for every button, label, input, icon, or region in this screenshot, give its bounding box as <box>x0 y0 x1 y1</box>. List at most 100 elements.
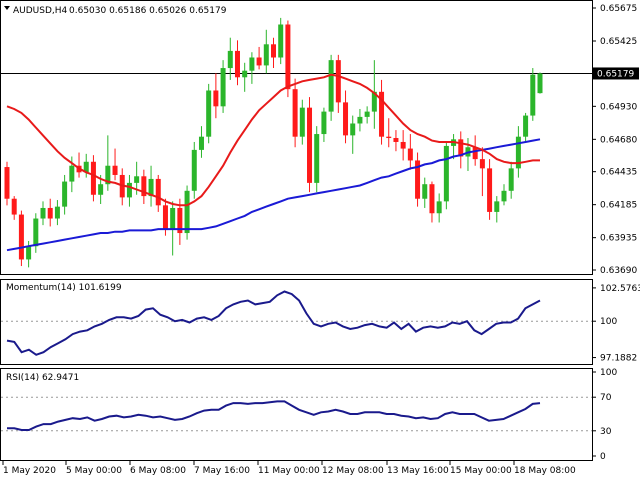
candle-body <box>537 73 543 94</box>
candle-body <box>184 190 190 234</box>
price-tick-label: 0.63935 <box>600 234 637 244</box>
candle-body <box>508 168 514 191</box>
candle-body <box>422 184 428 199</box>
candle-body <box>227 50 233 69</box>
candle-body <box>299 107 305 137</box>
candle-body <box>379 91 385 137</box>
rsi-tick-label: 100 <box>600 368 617 378</box>
ohlc-label: 0.65030 0.65186 0.65026 0.65179 <box>69 6 227 16</box>
candle-body <box>487 168 493 212</box>
overlays <box>6 73 541 431</box>
time-tick-label: 6 May 08:00 <box>130 466 186 476</box>
price-tick-label: 0.65675 <box>600 4 637 14</box>
candle-body <box>170 207 176 230</box>
price-tick-label: 0.64185 <box>600 201 637 211</box>
candle-body <box>40 207 46 219</box>
candle-body <box>18 214 24 260</box>
candle-body <box>321 111 327 135</box>
time-tick-label: 13 May 16:00 <box>387 466 449 476</box>
momentum-title: Momentum(14) 101.6199 <box>6 283 122 293</box>
time-tick-label: 12 May 08:00 <box>322 466 384 476</box>
time-axis: 1 May 2020 5 May 00:00 6 May 08:00 7 May 16… <box>2 461 576 476</box>
price-panel[interactable] <box>0 0 593 275</box>
candle-body <box>26 246 32 260</box>
symbol-label: AUDUSD,H4 <box>13 6 68 16</box>
time-tick-label: 5 May 00:00 <box>66 466 122 476</box>
candle-body <box>148 178 154 197</box>
price-tick-label: 0.63690 <box>600 266 637 276</box>
candle-body <box>371 91 377 112</box>
candle-body <box>62 181 68 207</box>
candle-body <box>364 111 370 117</box>
candle-body <box>458 139 464 157</box>
candle-body <box>4 167 10 199</box>
candle-body <box>256 57 262 66</box>
candle-body <box>33 218 39 247</box>
ma-blue-line <box>6 138 541 252</box>
candle-body <box>407 148 413 161</box>
momentum-tick-label: 97.1882 <box>600 354 637 364</box>
time-tick-label: 7 May 16:00 <box>194 466 250 476</box>
candle-body <box>494 201 500 212</box>
momentum-tick-label: 100 <box>600 317 617 327</box>
price-tick-label: 0.64435 <box>600 168 637 178</box>
candle-body <box>249 57 255 71</box>
candle-body <box>105 165 111 185</box>
rsi-tick-label: 0 <box>600 452 606 462</box>
candle-body <box>501 190 507 202</box>
candle-body <box>278 24 284 58</box>
price-axis: 0.65675 0.65425 0.64930 0.64680 0.64435 0.641… <box>1 4 639 276</box>
time-tick-label: 15 May 00:00 <box>450 466 512 476</box>
current-price-box <box>593 67 639 80</box>
candle-body <box>112 165 118 175</box>
candle-body <box>523 115 529 137</box>
candle-body <box>530 74 536 116</box>
candle-body <box>177 207 183 234</box>
candle-body <box>292 89 298 137</box>
price-tick-label: 0.64930 <box>600 102 637 112</box>
rsi-panel[interactable] <box>0 368 593 461</box>
candle-body <box>11 198 17 215</box>
candle-body <box>98 184 104 195</box>
time-tick-label: 1 May 2020 <box>3 466 56 476</box>
momentum-axis: 102.5763 100 97.1882 <box>1 284 640 364</box>
candle-body <box>436 201 442 214</box>
candle-body <box>335 60 341 103</box>
time-tick-label: 11 May 00:00 <box>258 466 320 476</box>
candle-body <box>515 136 521 169</box>
candle-body <box>206 90 212 137</box>
candle-body <box>213 90 219 107</box>
candle-body <box>357 116 363 124</box>
rsi-tick-label: 30 <box>600 427 612 437</box>
price-tick-label: 0.64680 <box>600 135 637 145</box>
candle-body <box>271 44 276 58</box>
momentum-line <box>6 290 541 356</box>
candle-body <box>472 147 478 160</box>
candle-body <box>350 123 356 136</box>
candle-body <box>343 102 349 136</box>
candle-body <box>54 206 60 219</box>
candle-body <box>285 24 291 90</box>
candle-body <box>47 207 53 219</box>
candle-body <box>198 136 204 150</box>
candle-body <box>162 205 168 230</box>
candle-body <box>155 178 161 206</box>
rsi-title: RSI(14) 62.9471 <box>6 373 79 383</box>
candle-body <box>191 149 197 191</box>
current-price-label: 0.65179 <box>597 69 634 79</box>
candle-body <box>234 50 240 78</box>
candle-body <box>141 176 147 197</box>
time-tick-label: 18 May 08:00 <box>514 466 576 476</box>
candle-body <box>220 68 226 107</box>
candle-body <box>328 60 334 112</box>
candle-body <box>386 136 392 139</box>
candle-body <box>83 161 89 173</box>
momentum-tick-label: 102.5763 <box>600 284 640 294</box>
ma-red-line <box>6 73 540 207</box>
price-tick-label: 0.65425 <box>600 37 637 47</box>
rsi-axis: 100 70 30 0 <box>1 368 617 462</box>
momentum-panel[interactable] <box>0 279 593 365</box>
candle-body <box>443 145 449 202</box>
dropdown-arrow-icon[interactable] <box>4 6 10 10</box>
